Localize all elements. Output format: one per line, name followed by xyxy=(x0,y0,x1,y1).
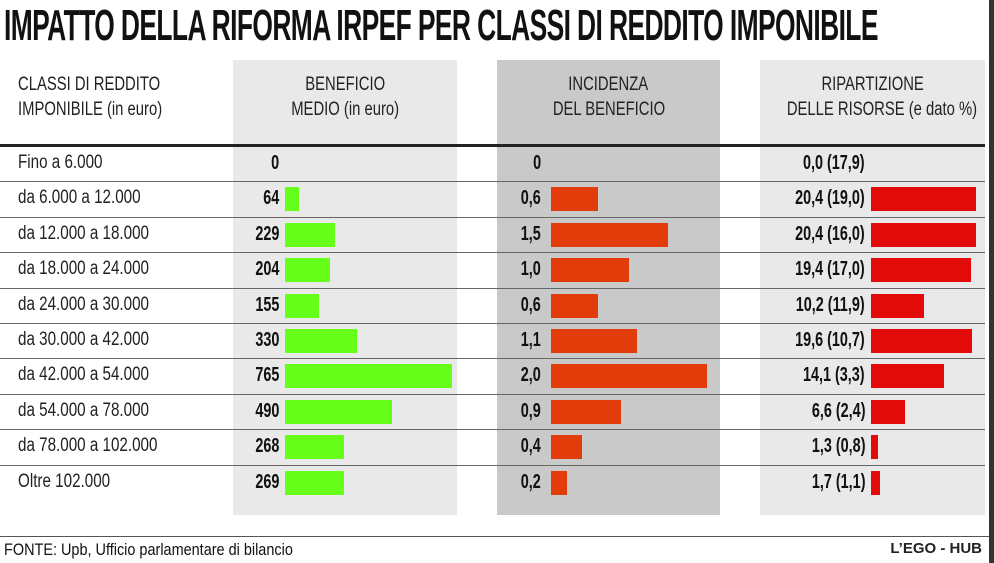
data-label: 1,5 xyxy=(520,222,541,245)
data-label: 268 xyxy=(254,435,279,458)
data-label: 20,4 (19,0) xyxy=(795,187,865,210)
row-label: da 42.000 a 54.000 xyxy=(18,364,150,386)
data-label: 0,2 xyxy=(520,470,541,493)
bar xyxy=(285,329,358,353)
bar xyxy=(285,187,299,212)
data-label: 1,1 xyxy=(520,329,541,351)
bar xyxy=(551,470,567,495)
footer-divider xyxy=(0,536,989,537)
row-divider xyxy=(0,323,985,324)
data-label: 0,0 (17,9) xyxy=(803,152,865,174)
data-label: 1,7 (1,1) xyxy=(811,470,865,493)
data-label: 20,4 (16,0) xyxy=(795,222,865,245)
bar xyxy=(871,258,971,283)
header-divider xyxy=(0,144,985,147)
data-label: 155 xyxy=(254,293,279,316)
row-label: Oltre 102.000 xyxy=(18,470,111,492)
data-label: 229 xyxy=(254,222,279,245)
data-label: 64 xyxy=(262,187,279,210)
data-label: 1,3 (0,8) xyxy=(811,435,865,458)
row-label: da 30.000 a 42.000 xyxy=(18,329,150,350)
row-divider xyxy=(0,216,985,218)
bar xyxy=(551,222,668,247)
data-label: 19,6 (10,7) xyxy=(795,329,865,351)
data-label: 6,6 (2,4) xyxy=(811,399,865,422)
row-divider xyxy=(0,358,985,360)
data-label: 10,2 (11,9) xyxy=(796,293,865,316)
row-label: da 6.000 a 12.000 xyxy=(18,187,141,209)
row-label: da 24.000 a 30.000 xyxy=(18,293,150,315)
row-divider xyxy=(0,393,985,395)
row-divider xyxy=(0,287,985,289)
data-label: 269 xyxy=(254,470,279,493)
data-label: 330 xyxy=(254,329,279,351)
column-panel-beneficio xyxy=(233,60,457,515)
bar xyxy=(551,329,637,353)
row-divider xyxy=(0,464,985,466)
row-label: da 78.000 a 102.000 xyxy=(18,435,158,457)
row-label: da 54.000 a 78.000 xyxy=(18,399,150,421)
bar xyxy=(871,187,976,212)
data-label: 14,1 (3,3) xyxy=(803,364,865,387)
bar xyxy=(871,399,905,424)
data-label: 490 xyxy=(254,399,279,422)
data-label: 1,0 xyxy=(520,258,541,281)
bar xyxy=(871,329,972,353)
bar xyxy=(871,222,976,247)
data-label: 0,9 xyxy=(520,399,541,422)
credit: L’EGO - HUB xyxy=(890,540,982,557)
source-note: FONTE: Upb, Ufficio parlamentare di bila… xyxy=(4,540,293,559)
data-label: 19,4 (17,0) xyxy=(795,258,865,281)
right-border xyxy=(989,0,994,563)
bar xyxy=(551,258,629,283)
header-classi: CLASSI DI REDDITO IMPONIBILE (in euro) xyxy=(18,74,163,120)
data-label: 0,6 xyxy=(520,293,541,316)
bar xyxy=(551,187,598,212)
bar xyxy=(551,364,707,389)
bar xyxy=(871,293,924,318)
header-beneficio: BENEFICIO MEDIO (in euro) xyxy=(291,74,399,120)
header-ripartizione: RIPARTIZIONE DELLE RISORSE (e dato %) xyxy=(786,74,978,120)
bar xyxy=(551,293,598,318)
bar xyxy=(285,364,452,389)
bar xyxy=(871,470,880,495)
bar xyxy=(551,435,583,460)
bar xyxy=(285,258,330,283)
bar xyxy=(551,399,622,424)
data-label: 0,6 xyxy=(520,187,541,210)
header-incidenza: INCIDENZA DEL BENEFICIO xyxy=(552,74,665,120)
bar xyxy=(871,435,878,460)
bar xyxy=(285,435,344,460)
data-label: 0 xyxy=(270,152,279,174)
row-divider xyxy=(0,181,985,183)
data-label: 0 xyxy=(532,152,541,174)
row-divider xyxy=(0,429,985,431)
bar xyxy=(285,293,319,318)
data-label: 765 xyxy=(254,364,279,387)
data-label: 204 xyxy=(254,258,279,281)
bar xyxy=(285,470,344,495)
bar xyxy=(285,399,392,424)
row-label: da 12.000 a 18.000 xyxy=(18,222,150,244)
column-panel-incidenza xyxy=(497,60,720,515)
row-label: Fino a 6.000 xyxy=(18,152,103,173)
data-label: 2,0 xyxy=(520,364,541,387)
row-label: da 18.000 a 24.000 xyxy=(18,258,150,280)
data-label: 0,4 xyxy=(520,435,541,458)
bar xyxy=(871,364,944,389)
chart-title: IMPATTO DELLA RIFORMA IRPEF PER CLASSI D… xyxy=(4,1,878,50)
row-divider xyxy=(0,252,985,254)
bar xyxy=(285,222,335,247)
